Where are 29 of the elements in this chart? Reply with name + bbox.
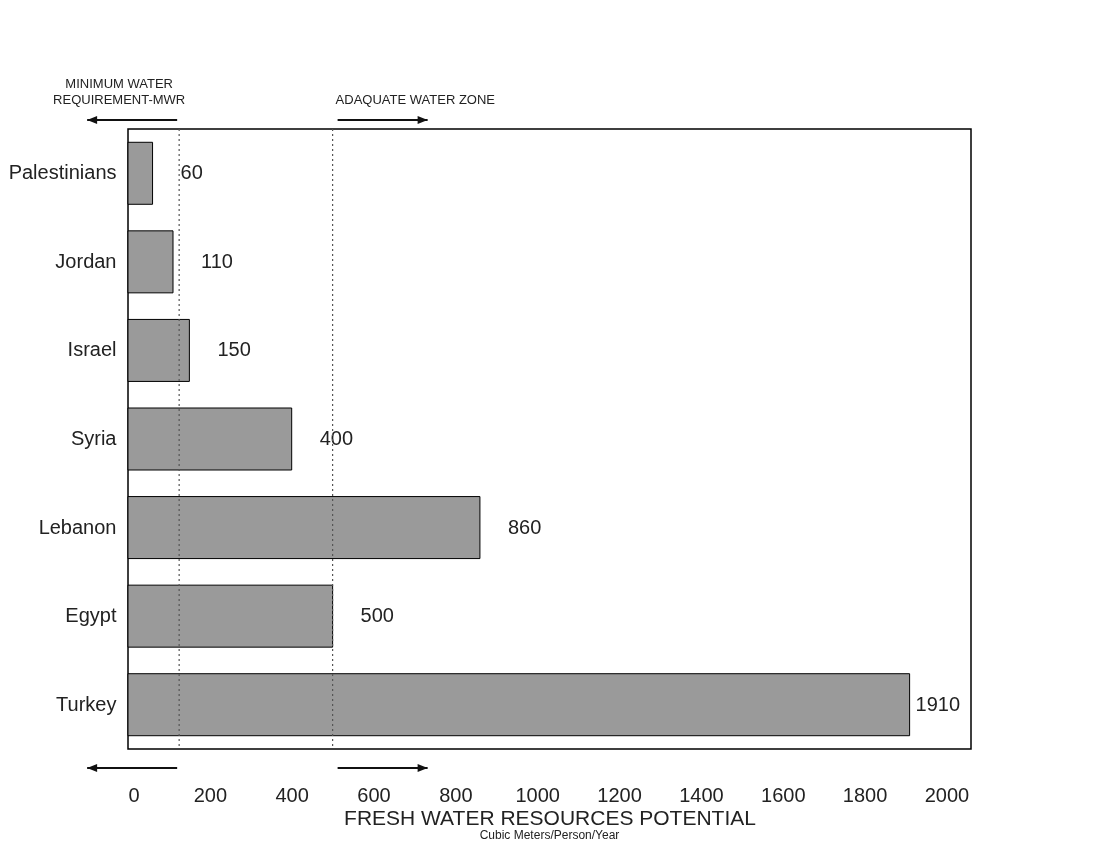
- ref-line-label: ADAQUATE WATER ZONE: [335, 92, 496, 107]
- x-tick-label: 200: [193, 783, 228, 806]
- y-tick-label: Lebanon: [38, 515, 117, 538]
- y-tick-label: Israel: [67, 338, 117, 361]
- x-axis-title: FRESH WATER RESOURCES POTENTIAL: [344, 805, 756, 829]
- x-tick-label: 1000: [515, 783, 560, 806]
- y-tick-label: Syria: [70, 427, 118, 449]
- data-label: 1910: [915, 692, 961, 715]
- x-tick-label: 2000: [924, 783, 970, 806]
- data-label: 60: [180, 161, 203, 184]
- x-tick-label: 1800: [842, 783, 888, 806]
- text: Cubic Meters/Person/Year: [479, 828, 620, 842]
- data-label: 110: [201, 249, 233, 272]
- data-label: 860: [507, 515, 542, 538]
- x-tick-label: 0: [128, 783, 140, 806]
- x-tick-label: 1200: [597, 783, 642, 806]
- data-label: 150: [217, 338, 251, 361]
- y-tick-label: Jordan: [55, 249, 117, 272]
- x-tick-label: 600: [357, 783, 391, 806]
- ref-line-label: MINIMUM WATER REQUIREMENT-MWR: [53, 76, 186, 107]
- y-tick-label: Egypt: [65, 604, 117, 627]
- data-label: 400: [319, 427, 354, 449]
- x-tick-label: 1400: [679, 783, 724, 806]
- x-tick-label: 400: [275, 783, 309, 806]
- y-tick-label: Turkey: [56, 692, 117, 715]
- x-tick-label: 1600: [761, 783, 806, 806]
- y-tick-label: Palestinians: [8, 161, 117, 184]
- data-label: 500: [360, 604, 394, 627]
- x-tick-label: 800: [439, 783, 473, 806]
